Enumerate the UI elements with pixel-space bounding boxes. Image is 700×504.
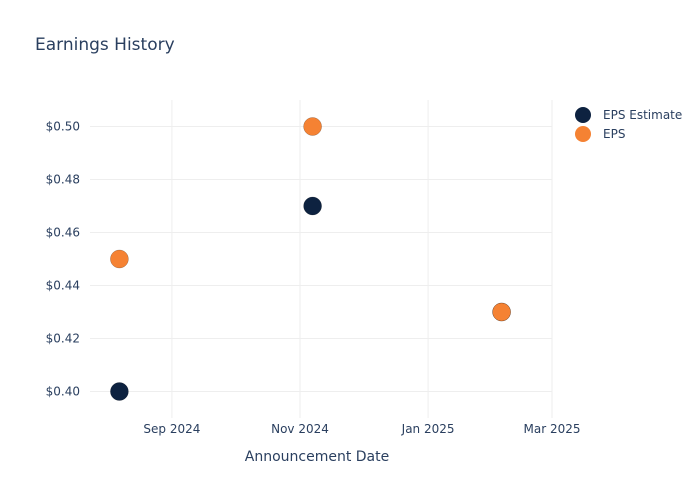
data-point[interactable] xyxy=(303,117,322,136)
data-point[interactable] xyxy=(110,249,129,269)
y-tick-label: $0.48 xyxy=(46,173,80,187)
series-eps-estimate xyxy=(110,196,511,401)
x-tick-label: Nov 2024 xyxy=(271,422,329,436)
legend-item[interactable]: EPS xyxy=(575,126,625,142)
y-tick-label: $0.40 xyxy=(46,385,80,399)
x-axis-ticks: Sep 2024 Nov 2024 Jan 2025 Mar 2025 xyxy=(143,422,580,436)
y-tick-label: $0.46 xyxy=(46,226,80,240)
data-point[interactable] xyxy=(110,382,129,401)
legend-label: EPS Estimate xyxy=(603,108,682,122)
legend-item[interactable]: EPS Estimate xyxy=(575,107,682,123)
legend-marker xyxy=(575,126,591,142)
y-tick-label: $0.50 xyxy=(46,120,80,134)
x-tick-label: Jan 2025 xyxy=(401,422,455,436)
legend-marker xyxy=(575,107,591,123)
data-point[interactable] xyxy=(303,196,322,216)
x-tick-label: Sep 2024 xyxy=(143,422,200,436)
legend: EPS Estimate EPS xyxy=(575,107,682,142)
legend-label: EPS xyxy=(603,127,625,141)
data-markers xyxy=(110,117,511,401)
y-tick-label: $0.44 xyxy=(46,279,80,293)
x-tick-label: Mar 2025 xyxy=(524,422,581,436)
y-axis-ticks: $0.40 $0.42 $0.44 $0.46 $0.48 $0.50 xyxy=(46,120,80,399)
series-eps xyxy=(110,117,511,322)
y-tick-label: $0.42 xyxy=(46,332,80,346)
data-point[interactable] xyxy=(492,302,511,322)
x-axis-title: Announcement Date xyxy=(245,449,389,465)
grid-lines xyxy=(90,100,553,418)
chart-title: Earnings History xyxy=(35,35,175,55)
